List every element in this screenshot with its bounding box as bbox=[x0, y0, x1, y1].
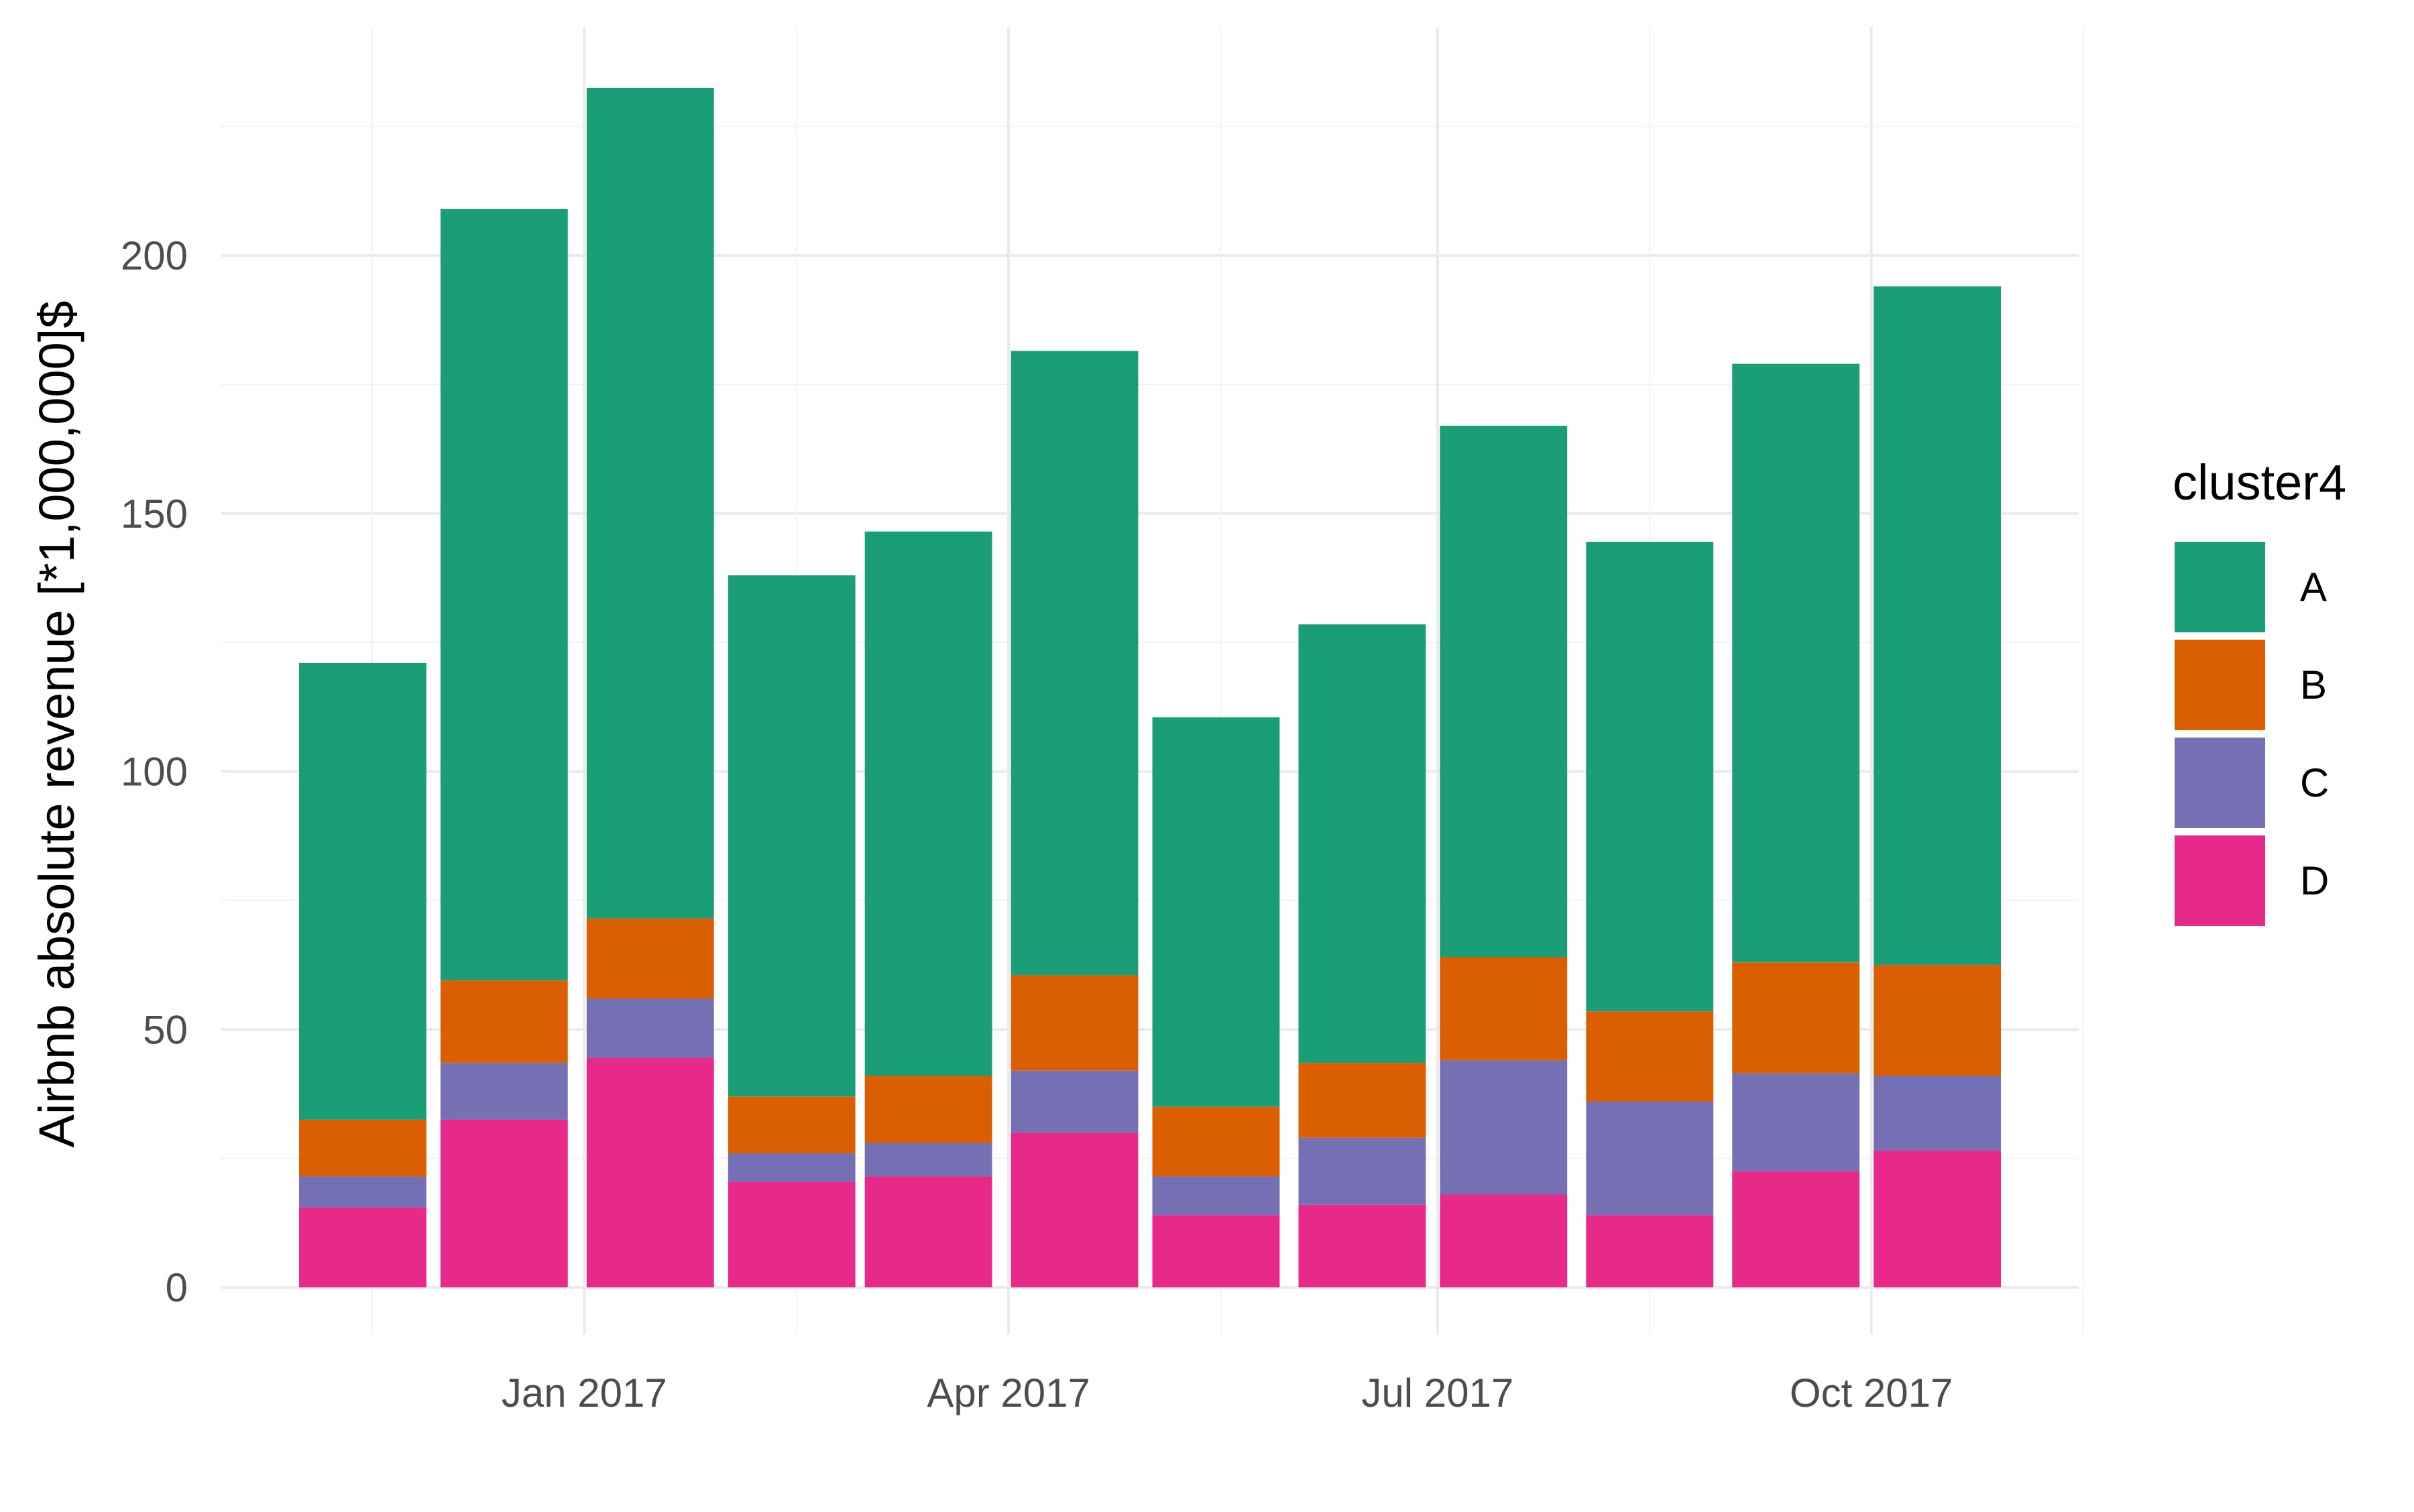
bar-segment-D bbox=[299, 1207, 426, 1287]
legend-label-B: B bbox=[2300, 662, 2327, 707]
x-tick-label: Jul 2017 bbox=[1361, 1371, 1513, 1415]
x-axis-ticks: Jan 2017 Apr 2017 Jul 2017 Oct 2017 bbox=[502, 1371, 1953, 1415]
legend-key-D bbox=[2175, 835, 2265, 926]
legend-label-C: C bbox=[2300, 760, 2329, 805]
bar-segment-A bbox=[1152, 717, 1280, 1107]
bar-segment-A bbox=[1011, 351, 1139, 976]
x-tick-label: Jan 2017 bbox=[502, 1371, 667, 1415]
bar-segment-B bbox=[1152, 1106, 1280, 1177]
bar-segment-D bbox=[1874, 1151, 2001, 1287]
bar-segment-C bbox=[1011, 1070, 1139, 1133]
y-tick-label: 150 bbox=[121, 491, 188, 536]
bar-segment-A bbox=[586, 87, 714, 919]
bar-segment-B bbox=[1732, 962, 1860, 1073]
bar-segment-B bbox=[586, 918, 714, 999]
bar-segment-C bbox=[1874, 1075, 2001, 1151]
bar-segment-D bbox=[1011, 1132, 1139, 1287]
bar-segment-C bbox=[586, 998, 714, 1058]
legend-label-A: A bbox=[2300, 565, 2327, 609]
legend-label-D: D bbox=[2300, 858, 2329, 903]
bar-segment-B bbox=[1586, 1011, 1714, 1102]
legend: cluster4 A B C D bbox=[2173, 455, 2346, 926]
bar-segment-D bbox=[1152, 1215, 1280, 1287]
bar-segment-A bbox=[1440, 425, 1568, 957]
bar-segment-D bbox=[1586, 1215, 1714, 1287]
bar-segment-D bbox=[1440, 1194, 1568, 1287]
y-tick-label: 0 bbox=[166, 1265, 188, 1310]
x-tick-label: Apr 2017 bbox=[927, 1371, 1090, 1415]
y-tick-label: 100 bbox=[121, 750, 188, 795]
bars bbox=[299, 87, 2001, 1287]
bar-segment-C bbox=[1732, 1073, 1860, 1171]
legend-key-A bbox=[2175, 542, 2265, 632]
bar-segment-D bbox=[440, 1119, 568, 1287]
bar-segment-D bbox=[864, 1176, 992, 1287]
bar-segment-C bbox=[299, 1176, 426, 1208]
bar-segment-C bbox=[1586, 1101, 1714, 1216]
bar-segment-B bbox=[1011, 975, 1139, 1071]
bar-segment-B bbox=[728, 1096, 856, 1153]
bar-segment-C bbox=[728, 1153, 856, 1182]
bar-segment-C bbox=[440, 1063, 568, 1120]
bar-segment-A bbox=[728, 575, 856, 1097]
bar-segment-B bbox=[1298, 1063, 1426, 1138]
bar-segment-B bbox=[299, 1119, 426, 1177]
bar-segment-B bbox=[864, 1075, 992, 1143]
bar-segment-C bbox=[1152, 1176, 1280, 1216]
y-axis-title: Airbnb absolute revenue [*1,000,000]$ bbox=[29, 300, 84, 1147]
bar-segment-D bbox=[586, 1057, 714, 1287]
y-tick-label: 200 bbox=[121, 233, 188, 278]
legend-key-B bbox=[2175, 640, 2265, 730]
bar-segment-B bbox=[440, 980, 568, 1063]
bar-segment-C bbox=[864, 1143, 992, 1177]
legend-title: cluster4 bbox=[2173, 455, 2346, 510]
bar-segment-D bbox=[728, 1181, 856, 1287]
bar-segment-A bbox=[1298, 624, 1426, 1063]
y-axis-ticks: 0 50 100 150 200 bbox=[121, 233, 188, 1310]
bar-segment-C bbox=[1440, 1060, 1568, 1195]
bar-segment-D bbox=[1298, 1204, 1426, 1287]
x-tick-label: Oct 2017 bbox=[1790, 1371, 1953, 1415]
bar-segment-C bbox=[1298, 1137, 1426, 1205]
bar-segment-B bbox=[1874, 965, 2001, 1076]
bar-segment-D bbox=[1732, 1171, 1860, 1287]
bar-segment-A bbox=[440, 209, 568, 981]
legend-items: A B C D bbox=[2175, 542, 2329, 926]
y-tick-label: 50 bbox=[143, 1007, 188, 1052]
bar-segment-A bbox=[1732, 363, 1860, 963]
bar-segment-B bbox=[1440, 957, 1568, 1061]
bar-segment-A bbox=[1586, 542, 1714, 1012]
bar-segment-A bbox=[864, 531, 992, 1076]
bar-segment-A bbox=[1874, 286, 2001, 966]
legend-key-C bbox=[2175, 738, 2265, 828]
bar-segment-A bbox=[299, 662, 426, 1120]
